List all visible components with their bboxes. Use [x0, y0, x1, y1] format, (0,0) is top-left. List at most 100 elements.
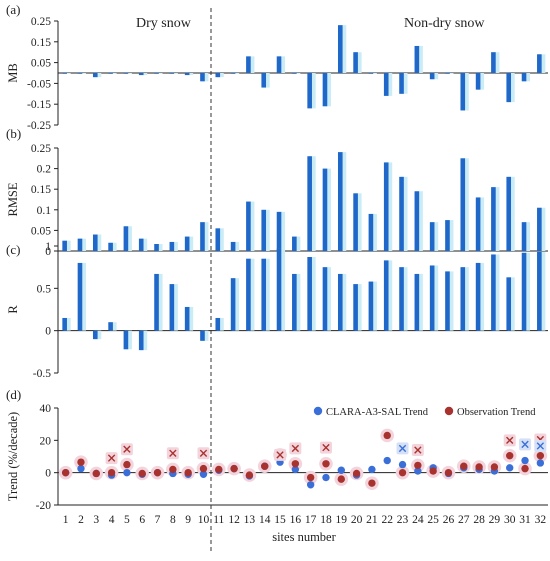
- panel-label-d: (d): [6, 387, 21, 402]
- bar-shadow: [507, 176, 515, 251]
- bar-shadow: [400, 267, 408, 331]
- clara-point: [383, 456, 391, 465]
- bar: [138, 73, 144, 76]
- bar-shadow: [78, 238, 86, 251]
- bar-shadow: [63, 73, 71, 74]
- bar-shadow: [446, 220, 454, 251]
- panel-label-b: (b): [6, 126, 21, 141]
- panel-label-a: (a): [6, 2, 20, 17]
- bar-shadow: [369, 73, 377, 74]
- clara-point: [306, 481, 315, 489]
- legend-clara-label: CLARA-A3-SAL Trend: [326, 407, 429, 418]
- bar-shadow: [369, 213, 377, 251]
- bar: [307, 73, 312, 109]
- x-tick-label: 15: [274, 514, 286, 526]
- x-tick-label: 6: [139, 514, 145, 526]
- x-tick-label: 29: [489, 514, 501, 526]
- bar-shadow: [109, 322, 117, 331]
- bar-shadow: [308, 73, 316, 109]
- clara-cross-marker: [536, 442, 545, 450]
- bar-shadow: [262, 209, 270, 251]
- bar: [307, 156, 312, 251]
- bar: [246, 258, 251, 331]
- bar: [383, 260, 389, 331]
- bar-shadow: [523, 252, 531, 331]
- bar-shadow: [155, 273, 163, 331]
- bar-shadow: [201, 222, 209, 251]
- bar: [92, 73, 98, 78]
- bar: [521, 222, 527, 251]
- x-tick-label: 21: [366, 514, 378, 526]
- bar: [123, 226, 129, 251]
- bar: [475, 262, 481, 331]
- bar-shadow: [323, 267, 331, 331]
- y-tick-label: -0.5: [33, 368, 51, 380]
- bar-shadow: [339, 25, 347, 73]
- bar-shadow: [155, 243, 163, 251]
- bar: [445, 73, 450, 74]
- bar: [108, 242, 113, 251]
- x-tick-label: 16: [290, 514, 302, 526]
- x-tick-label: 13: [244, 514, 256, 526]
- bar: [261, 73, 267, 88]
- y-tick-label: 0.25: [31, 16, 51, 28]
- clara-point: [398, 460, 407, 469]
- x-tick-label: 23: [397, 514, 409, 526]
- bar: [108, 322, 113, 331]
- y-tick-label: 1: [45, 241, 51, 253]
- bar: [537, 207, 542, 251]
- bar: [368, 73, 374, 74]
- obs-point: [199, 464, 208, 473]
- obs-cross-marker: [199, 449, 208, 457]
- bar-shadow: [507, 277, 515, 331]
- panel-a: -0.25 -0.15 -0.05 0.05 0.15 0.25 MB: [6, 16, 548, 132]
- bar: [138, 330, 144, 351]
- bar-shadow: [247, 201, 255, 251]
- x-tick-label: 28: [473, 514, 485, 526]
- bar: [246, 56, 251, 73]
- y-tick-label: 0.05: [31, 225, 51, 237]
- y-tick-label: -20: [36, 500, 52, 512]
- y-tick-label: 0.2: [37, 164, 52, 176]
- x-tick-label: 14: [259, 514, 271, 526]
- bar: [184, 73, 190, 76]
- bar: [506, 176, 512, 251]
- bar-shadow: [94, 330, 102, 340]
- bar-shadow: [186, 306, 194, 331]
- bar-shadow: [201, 330, 209, 341]
- bar: [353, 193, 358, 251]
- bar: [475, 197, 481, 251]
- obs-cross-marker: [276, 451, 284, 459]
- bar: [138, 238, 144, 251]
- bar-shadow: [232, 73, 240, 74]
- bar: [62, 73, 67, 74]
- bar: [62, 240, 67, 251]
- clara-point: [536, 459, 545, 467]
- bar: [429, 73, 435, 80]
- y-tick-label: 20: [40, 435, 52, 447]
- bar-shadow: [278, 248, 286, 331]
- bar: [154, 273, 159, 331]
- y-tick-label: 0.05: [31, 58, 51, 70]
- bar-shadow: [186, 73, 194, 76]
- obs-point: [291, 460, 300, 468]
- bar-shadow: [323, 168, 331, 251]
- bar: [521, 73, 527, 82]
- bar-shadow: [400, 176, 408, 251]
- clara-point: [123, 468, 131, 477]
- x-tick-label: 25: [427, 514, 439, 526]
- obs-cross-marker: [414, 446, 422, 454]
- bar: [230, 241, 236, 251]
- bar-shadow: [385, 73, 393, 96]
- clara-point: [337, 466, 345, 474]
- y-tick-label: -0.15: [27, 99, 51, 111]
- bar: [184, 236, 190, 251]
- bar-shadow: [278, 56, 286, 73]
- y-tick-label: 0.25: [31, 143, 51, 155]
- bar: [368, 213, 374, 251]
- bar-shadow: [369, 281, 377, 331]
- bar: [292, 273, 297, 331]
- y-tick-label: 0.15: [31, 184, 51, 196]
- bar-shadow: [308, 257, 316, 331]
- obs-point: [169, 465, 177, 474]
